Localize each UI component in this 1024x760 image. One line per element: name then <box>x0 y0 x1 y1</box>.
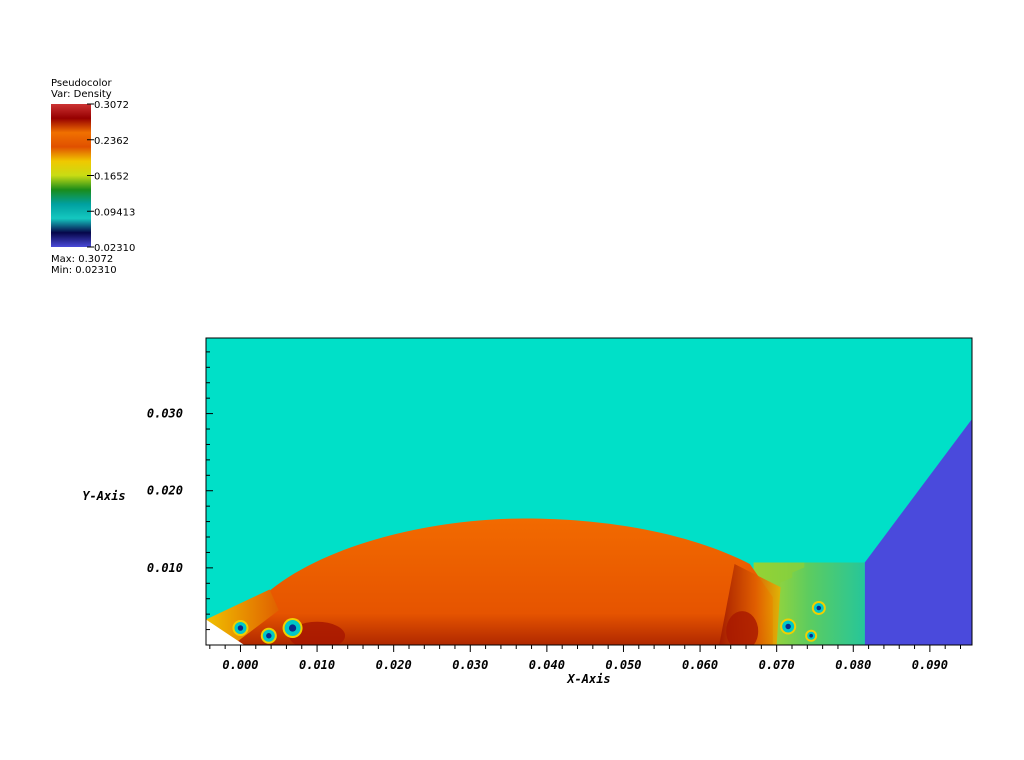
x-tick-label: 0.080 <box>835 658 871 672</box>
legend-variable: Var: Density <box>51 89 112 100</box>
x-tick-label: 0.040 <box>529 658 565 672</box>
vortex-center <box>266 633 272 639</box>
x-tick-label: 0.030 <box>452 658 488 672</box>
vortex-center <box>809 633 813 638</box>
x-tick-label: 0.010 <box>299 658 335 672</box>
vortex-center <box>816 605 822 611</box>
leading-edge-layer <box>206 589 279 645</box>
x-tick-label: 0.050 <box>605 658 641 672</box>
y-axis-title: Y-Axis <box>82 489 125 503</box>
domain-cutout <box>206 619 245 645</box>
colorbar-tick-label: 0.1652 <box>94 172 129 183</box>
vortex-center <box>785 623 791 630</box>
colorbar-tick-label: 0.2362 <box>94 136 129 147</box>
x-tick-label: 0.090 <box>912 658 948 672</box>
colorbar-tick-label: 0.3072 <box>94 100 129 111</box>
colorbar-fill <box>51 104 91 247</box>
colorbar-legend: 0.3072 0.2362 0.1652 0.09413 0.02310 <box>51 100 135 254</box>
dense-shear-zone <box>726 611 759 645</box>
colorbar-tick-label: 0.02310 <box>94 243 135 254</box>
legend-title: Pseudocolor <box>51 78 112 89</box>
x-axis: 0.000 0.010 0.020 0.030 0.040 0.050 0.060 0.070… <box>209 645 962 672</box>
shock-layer-dome <box>206 518 773 645</box>
x-tick-label: 0.000 <box>222 658 258 672</box>
density-plot: 0.000 0.010 0.020 0.030 0.040 0.050 0.060 0.070… <box>82 337 973 686</box>
plot-frame <box>205 337 973 646</box>
dense-shear-zone <box>289 621 346 645</box>
colorbar-tick-label: 0.09413 <box>94 207 135 218</box>
y-tick-label: 0.020 <box>147 484 183 498</box>
x-tick-label: 0.060 <box>682 658 718 672</box>
x-tick-label: 0.020 <box>376 658 412 672</box>
vortex-center <box>288 624 297 632</box>
y-tick-label: 0.010 <box>147 561 183 575</box>
vortex-center <box>237 625 244 631</box>
colorbar-gradient <box>51 104 91 247</box>
legend-max: Max: 0.3072 <box>51 254 114 265</box>
y-axis: 0.010 0.020 0.030 <box>147 351 213 631</box>
x-axis-title: X-Axis <box>566 672 610 686</box>
density-field <box>206 338 972 645</box>
incoming-flow-region <box>864 418 972 645</box>
legend-min: Min: 0.02310 <box>51 265 117 276</box>
colorbar-ticks: 0.3072 0.2362 0.1652 0.09413 0.02310 <box>87 100 135 254</box>
x-tick-label: 0.070 <box>759 658 795 672</box>
y-tick-label: 0.030 <box>147 407 183 421</box>
